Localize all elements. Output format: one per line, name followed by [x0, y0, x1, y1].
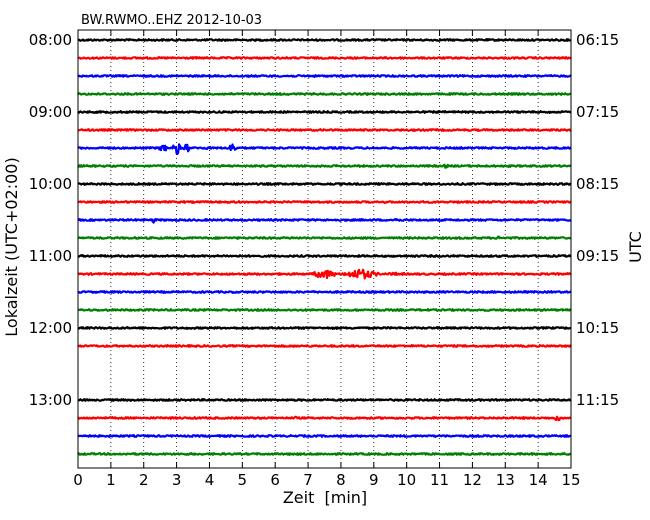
trace-1330	[77, 434, 572, 438]
right-axis: 06:15 07:15 08:15 09:15 10:15 11:15	[565, 31, 619, 409]
left-tick-label: 11:00	[29, 247, 72, 265]
right-tick-label: 10:15	[576, 319, 619, 337]
x-tick-label: 11	[430, 471, 449, 489]
y-axis-label-left: Lokalzeit (UTC+02:00)	[2, 157, 21, 336]
x-axis-label: Zeit [min]	[283, 488, 367, 507]
chart-title: BW.RWMO..EHZ 2012-10-03	[81, 13, 262, 28]
trace-1215	[77, 344, 572, 348]
x-tick-label: 7	[303, 471, 313, 489]
right-tick-label: 06:15	[576, 31, 619, 49]
x-tick-label: 1	[106, 471, 116, 489]
trace-1315	[77, 415, 572, 422]
left-tick-label: 12:00	[29, 319, 72, 337]
left-tick-label: 13:00	[29, 391, 72, 409]
x-tick-label: 8	[336, 471, 346, 489]
trace-1000	[77, 182, 572, 186]
trace-1130	[77, 290, 572, 294]
x-tick-label: 5	[238, 471, 248, 489]
left-tick-label: 08:00	[29, 31, 72, 49]
trace-1045	[77, 235, 572, 240]
x-tick-label: 15	[561, 471, 580, 489]
trace-0845	[77, 92, 572, 96]
left-axis: 08:00 09:00 10:00 11:00 12:00 13:00	[29, 31, 84, 409]
trace-1115	[77, 268, 572, 280]
right-tick-label: 09:15	[576, 247, 619, 265]
right-tick-label: 11:15	[576, 391, 619, 409]
right-tick-label: 08:15	[576, 175, 619, 193]
plot-frame	[77, 29, 572, 469]
trace-group	[77, 38, 572, 456]
x-tick-label: 3	[172, 471, 182, 489]
trace-0800	[77, 38, 572, 42]
trace-0945	[77, 163, 572, 169]
x-tick-label: 2	[139, 471, 149, 489]
trace-0815	[77, 56, 572, 60]
trace-0915	[77, 128, 572, 132]
trace-1300	[77, 398, 572, 402]
trace-0830	[77, 74, 572, 78]
trace-0930	[77, 143, 572, 156]
x-tick-label: 9	[369, 471, 379, 489]
right-tick-label: 07:15	[576, 103, 619, 121]
x-tick-label: 13	[496, 471, 515, 489]
x-tick-label: 0	[73, 471, 83, 489]
x-tick-label: 12	[463, 471, 482, 489]
x-tick-label: 10	[397, 471, 416, 489]
y-axis-label-right: UTC	[626, 231, 645, 263]
trace-1015	[77, 200, 572, 204]
trace-1145	[77, 308, 572, 312]
x-tick-label: 4	[205, 471, 215, 489]
left-tick-label: 10:00	[29, 175, 72, 193]
trace-1200	[77, 326, 572, 330]
trace-0900	[77, 110, 572, 114]
trace-1030	[77, 218, 572, 224]
left-tick-label: 09:00	[29, 103, 72, 121]
x-tick-label: 6	[270, 471, 280, 489]
x-tick-label: 14	[529, 471, 548, 489]
trace-1345	[77, 452, 572, 456]
x-axis: 0 1 2 3 4 5 6 7 8 9 10 11 12 13 14 15	[73, 30, 581, 489]
trace-1100	[77, 254, 572, 258]
